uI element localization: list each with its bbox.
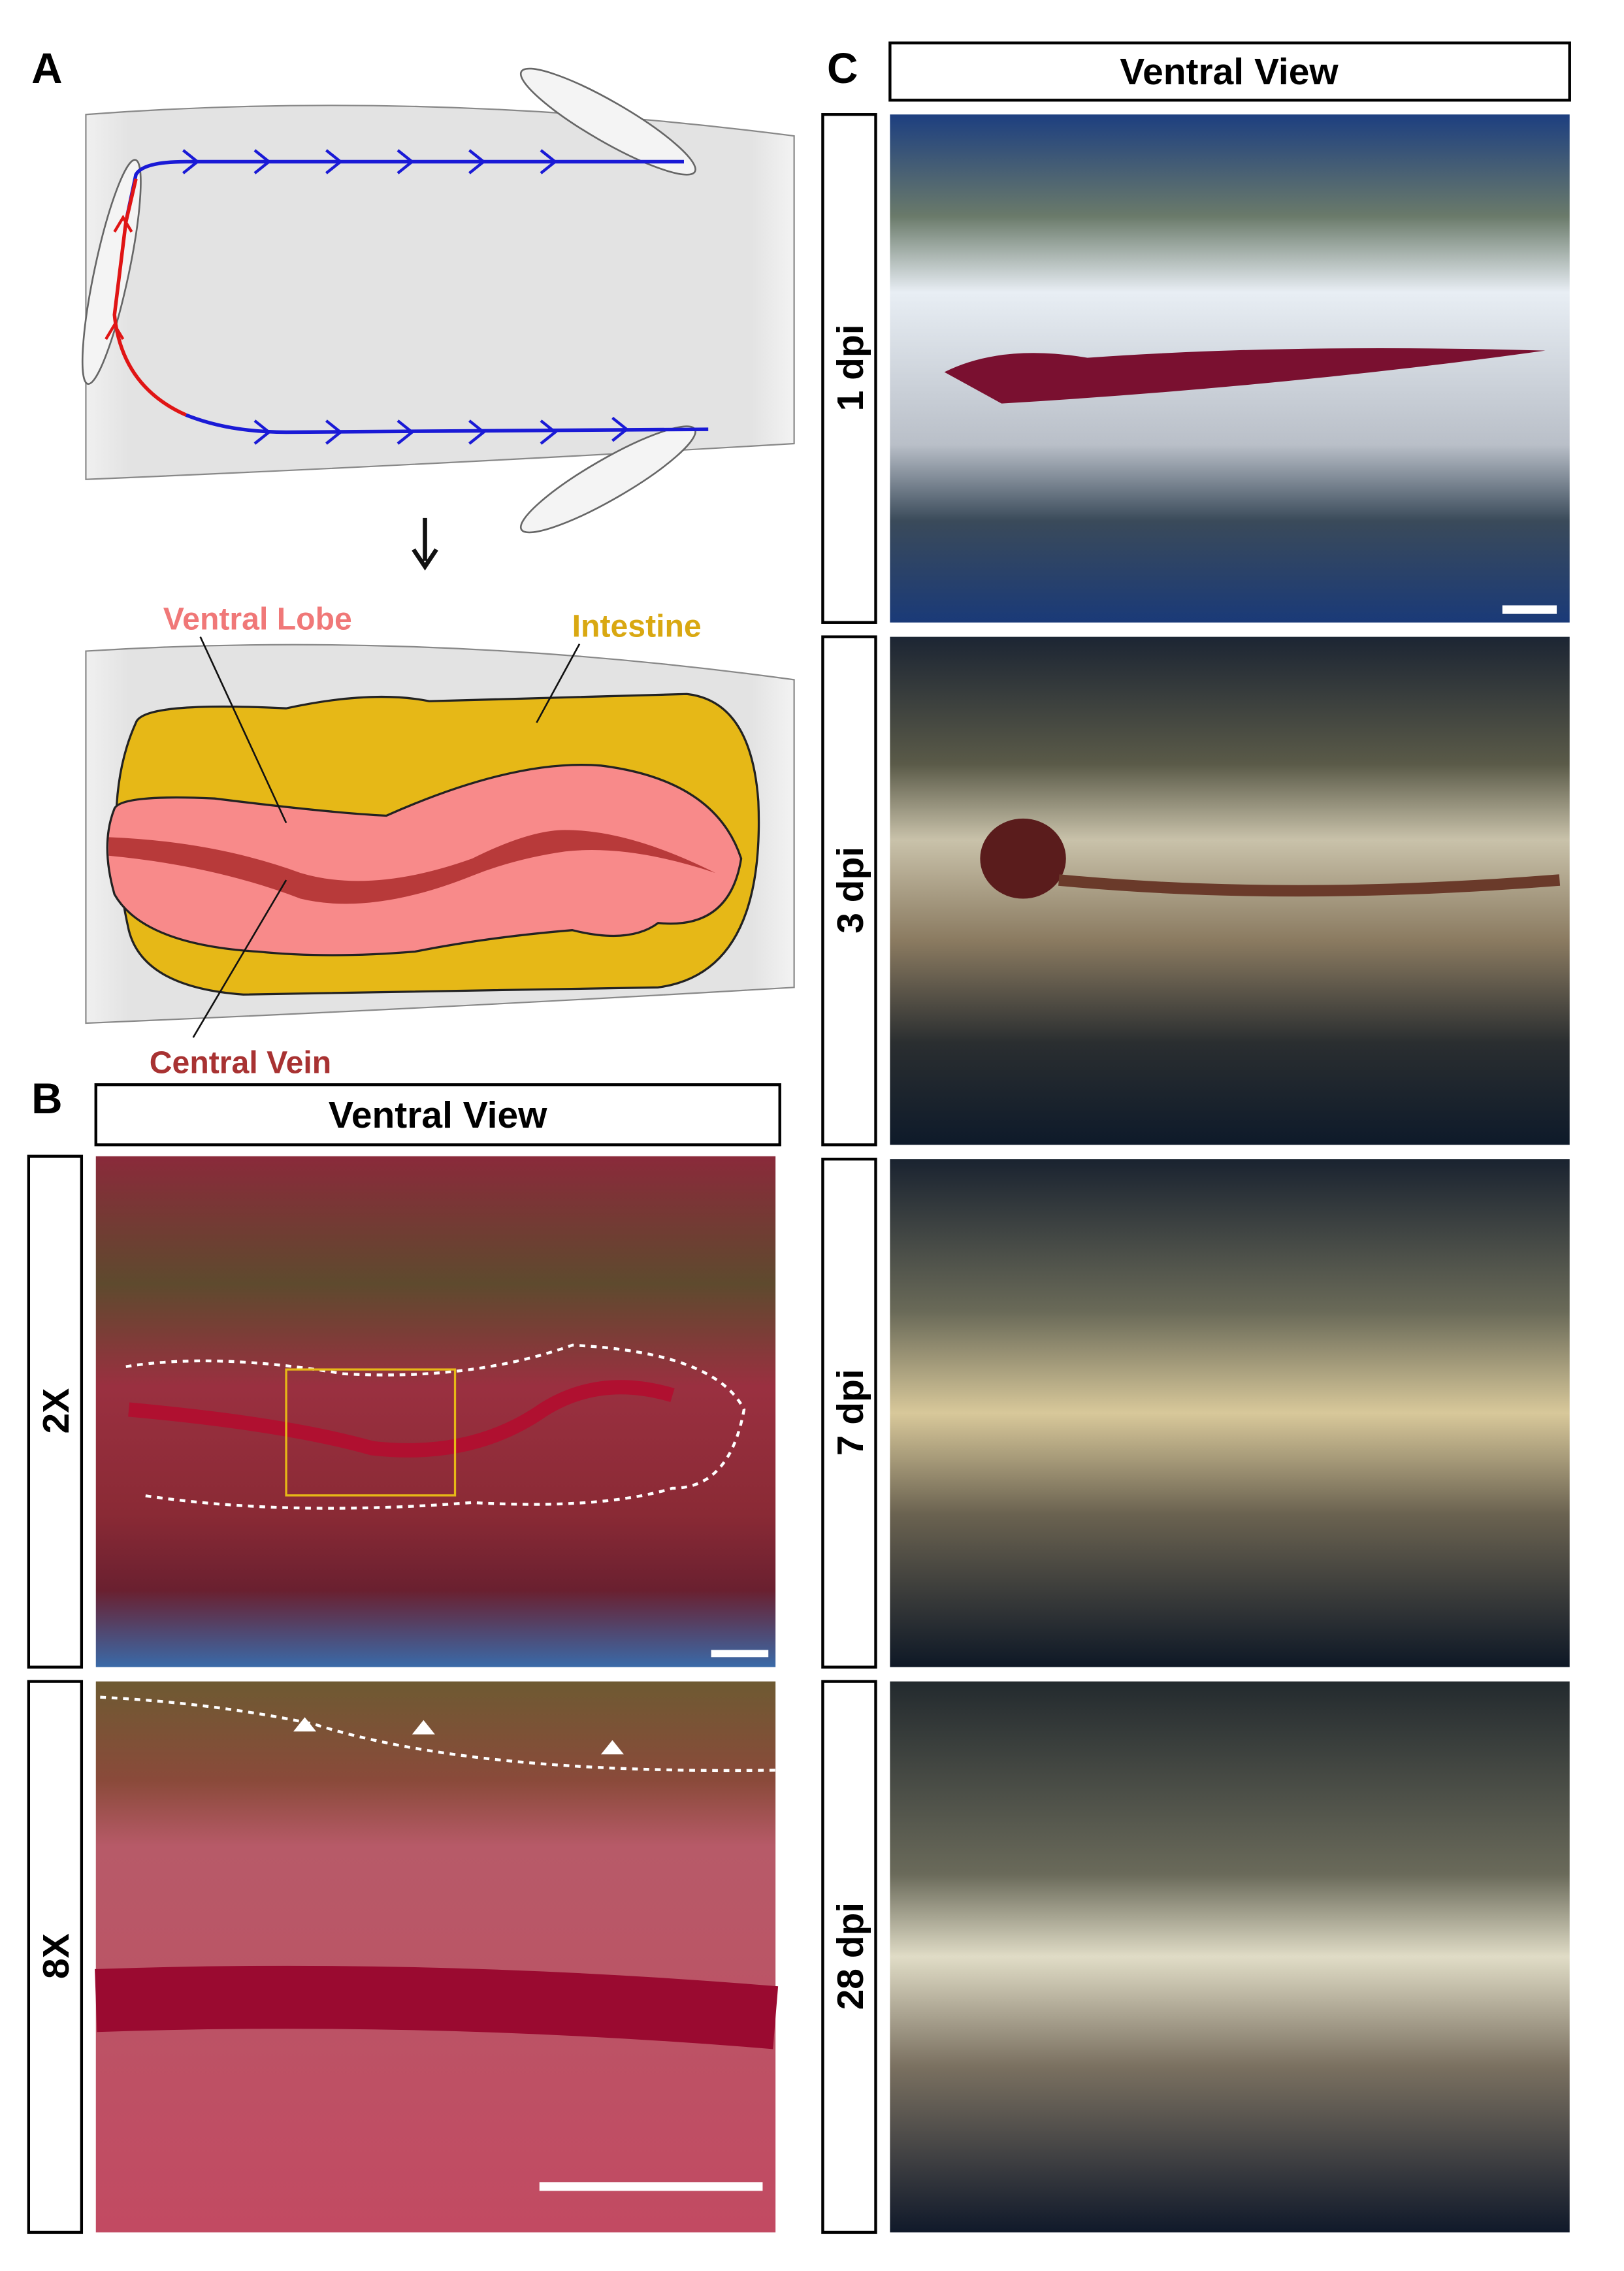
- header: Ventral View: [1120, 51, 1339, 93]
- shape: [1058, 874, 1561, 897]
- shape: [182, 149, 629, 445]
- header-box: [888, 41, 1571, 102]
- row-box: [821, 113, 877, 624]
- shape: [890, 1159, 1570, 1667]
- header: Ventral View: [329, 1094, 547, 1136]
- row-box: [27, 1154, 84, 1669]
- panel-label: B: [31, 1075, 62, 1122]
- shape: [192, 636, 581, 1038]
- panel-label: A: [31, 44, 62, 92]
- shape: [539, 2182, 763, 2191]
- photo-2x: [95, 1156, 776, 1667]
- shape: [108, 830, 716, 904]
- shape: [105, 214, 133, 340]
- row-label: 28 dpi: [830, 1903, 871, 2010]
- shape: [519, 67, 696, 176]
- row-box: [821, 1680, 877, 2234]
- shape: [112, 178, 187, 417]
- panel-label: C: [827, 44, 858, 92]
- row-label: 3 dpi: [830, 847, 871, 934]
- annotation: Intestine: [572, 609, 702, 644]
- row-box: [821, 1157, 877, 1669]
- shape: [128, 1380, 675, 1458]
- shape: [711, 1650, 769, 1658]
- row-box: [27, 1680, 84, 2234]
- row-box: [821, 635, 877, 1147]
- annotation: Central Vein: [150, 1045, 331, 1081]
- header-box: [94, 1083, 781, 1147]
- row-label: 2X: [35, 1388, 77, 1434]
- shape: [95, 1681, 776, 2232]
- row-label: 1 dpi: [830, 324, 871, 411]
- photo-8x: [95, 1681, 779, 2232]
- arrow: [412, 517, 438, 571]
- shape: [106, 763, 743, 956]
- shape: [944, 348, 1546, 404]
- row-label: 8X: [35, 1933, 77, 1979]
- shape: [95, 1965, 779, 2050]
- shape: [890, 1681, 1570, 2232]
- shape: [100, 1695, 776, 1773]
- shape: [980, 818, 1066, 899]
- shape: [124, 159, 684, 223]
- shape: [85, 105, 795, 480]
- shape: [285, 1368, 457, 1497]
- photos-c: [890, 114, 1570, 2232]
- shape: [185, 413, 709, 434]
- row-label: 7 dpi: [830, 1369, 871, 1456]
- annotation: Ventral Lobe: [163, 602, 352, 637]
- shape: [1502, 605, 1557, 614]
- diagram-top: [81, 67, 795, 534]
- diagram-bottom: [85, 636, 795, 1038]
- shape: [125, 1343, 746, 1510]
